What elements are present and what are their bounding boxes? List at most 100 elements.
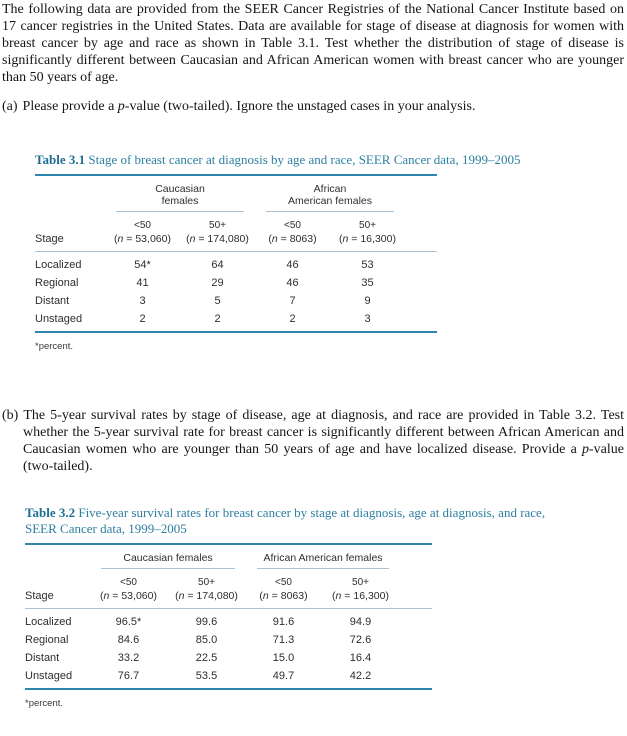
- table-3-2-caption-text-line2: SEER Cancer data, 1999–2005: [25, 521, 187, 536]
- spacer-cell: [25, 544, 90, 569]
- table-3-1-footnote: *percent.: [35, 341, 74, 352]
- stage-label: Distant: [25, 652, 60, 664]
- table-3-2: Caucasian females African American femal…: [25, 543, 433, 690]
- spacer-cell: [400, 631, 432, 649]
- table-cell: 9: [364, 295, 371, 307]
- group-title-line2: females: [161, 195, 199, 207]
- question-part-a: (a) Please provide a p-value (two-tailed)…: [2, 98, 624, 115]
- stage-label: Unstaged: [35, 310, 105, 333]
- spacer-cell: [405, 292, 437, 310]
- table-cell: 53: [361, 259, 374, 271]
- table-cell: 91.6: [272, 616, 295, 628]
- column-group-row: Caucasian females African American femal…: [35, 175, 437, 212]
- table-row-regional: Regional 84.6 85.0 71.3 72.6: [25, 631, 432, 649]
- spacer-cell: [400, 667, 433, 690]
- column-group-caucasian: Caucasian females: [105, 175, 255, 212]
- table-row-localized: Localized 96.5* 99.6 91.6 94.9: [25, 609, 432, 632]
- spacer-cell: [405, 310, 437, 333]
- table-cell: 2: [255, 310, 330, 333]
- group-title-african-american: African American females: [257, 552, 390, 569]
- table-cell: 71.3: [272, 634, 295, 646]
- stage-label: Localized: [25, 616, 72, 628]
- n-header: (n = 53,060): [90, 589, 167, 609]
- table-cell: 2: [105, 310, 180, 333]
- part-b-text-after: -value (two-tailed).: [23, 442, 624, 474]
- group-title-african-american: African American females: [266, 183, 394, 212]
- n-header: (n = 16,300): [330, 232, 405, 252]
- n-header: (n = 174,080): [180, 232, 255, 252]
- stage-column-header: Stage: [25, 589, 90, 609]
- stage-label: Regional: [35, 277, 79, 289]
- table-cell: 46: [286, 277, 299, 289]
- table-3-2-caption-text: Five-year survival rates for breast canc…: [78, 505, 546, 520]
- table-cell: 94.9: [349, 616, 372, 628]
- table-row-localized: Localized 54* 64 46 53: [35, 252, 437, 275]
- table-cell: 22.5: [195, 652, 218, 664]
- n-header-row: Stage (n = 53,060) (n = 174,080) (n = 80…: [35, 232, 437, 252]
- age-header: 50+: [359, 220, 376, 231]
- stage-column-header: Stage: [35, 232, 105, 252]
- group-title-line1: Caucasian females: [123, 552, 213, 564]
- spacer-cell: [400, 609, 432, 632]
- age-header-row: <50 50+ <50 50+: [35, 212, 437, 232]
- spacer-cell: [405, 252, 437, 275]
- table-cell: 76.7: [90, 667, 167, 690]
- spacer-cell: [405, 232, 437, 252]
- table-row-unstaged: Unstaged 76.7 53.5 49.7 42.2: [25, 667, 433, 690]
- table-cell: 46: [286, 259, 299, 271]
- part-a-label: (a): [2, 99, 18, 114]
- table-cell: 99.6: [195, 616, 218, 628]
- part-b-p-italic: p: [582, 442, 590, 457]
- age-header: <50: [284, 220, 301, 231]
- age-header: <50: [134, 220, 151, 231]
- table-cell: 53.5: [167, 667, 247, 690]
- part-a-text-after: -value (two-tailed). Ignore the unstaged…: [124, 99, 476, 114]
- table-row-distant: Distant 3 5 7 9: [35, 292, 437, 310]
- age-header: 50+: [209, 220, 226, 231]
- table-cell: 54*: [134, 259, 151, 271]
- column-group-row: Caucasian females African American femal…: [25, 544, 432, 569]
- table-cell: 49.7: [246, 667, 322, 690]
- column-group-african-american: African American females: [246, 544, 400, 569]
- table-3-2-caption: Table 3.2 Five-year survival rates for b…: [25, 505, 624, 537]
- group-title-line1: African: [313, 183, 347, 195]
- table-cell: 7: [289, 295, 296, 307]
- table-row-distant: Distant 33.2 22.5 15.0 16.4: [25, 649, 432, 667]
- table-3-1-section: Table 3.1 Stage of breast cancer at diag…: [35, 152, 624, 353]
- part-b-label: (b): [2, 408, 19, 423]
- age-header: 50+: [352, 577, 369, 588]
- table-cell: 3: [330, 310, 405, 333]
- group-title-caucasian: Caucasian females: [101, 552, 236, 569]
- table-cell: 35: [361, 277, 374, 289]
- column-group-african-american: African American females: [255, 175, 405, 212]
- n-header: (n = 8063): [255, 232, 330, 252]
- stage-label: Unstaged: [25, 667, 90, 690]
- n-header: (n = 16,300): [321, 589, 401, 609]
- age-header-row: <50 50+ <50 50+: [25, 569, 432, 589]
- part-a-text-before: Please provide a: [22, 99, 118, 114]
- table-3-1-caption: Table 3.1 Stage of breast cancer at diag…: [35, 152, 624, 168]
- spacer-cell: [400, 649, 432, 667]
- table-cell: 64: [211, 259, 224, 271]
- column-group-caucasian: Caucasian females: [90, 544, 246, 569]
- spacer-cell: [405, 175, 437, 212]
- part-b-text-before: The 5-year survival rates by stage of di…: [23, 408, 624, 457]
- intro-paragraph: The following data are provided from the…: [2, 2, 624, 85]
- table-cell: 84.6: [117, 634, 140, 646]
- spacer-cell: [400, 544, 432, 569]
- table-cell: 15.0: [272, 652, 295, 664]
- group-title-line1: African American females: [263, 552, 383, 564]
- table-cell: 3: [139, 295, 146, 307]
- age-header: <50: [120, 577, 137, 588]
- table-3-2-section: Table 3.2 Five-year survival rates for b…: [25, 505, 624, 710]
- n-header: (n = 8063): [246, 589, 322, 609]
- table-cell: 96.5*: [115, 616, 142, 628]
- stage-label: Distant: [35, 295, 70, 307]
- n-header: (n = 53,060): [105, 232, 180, 252]
- group-title-line1: Caucasian: [155, 183, 205, 195]
- spacer-cell: [400, 569, 432, 589]
- table-cell: 5: [214, 295, 221, 307]
- question-part-b: (b) The 5-year survival rates by stage of…: [2, 407, 624, 475]
- spacer-cell: [405, 274, 437, 292]
